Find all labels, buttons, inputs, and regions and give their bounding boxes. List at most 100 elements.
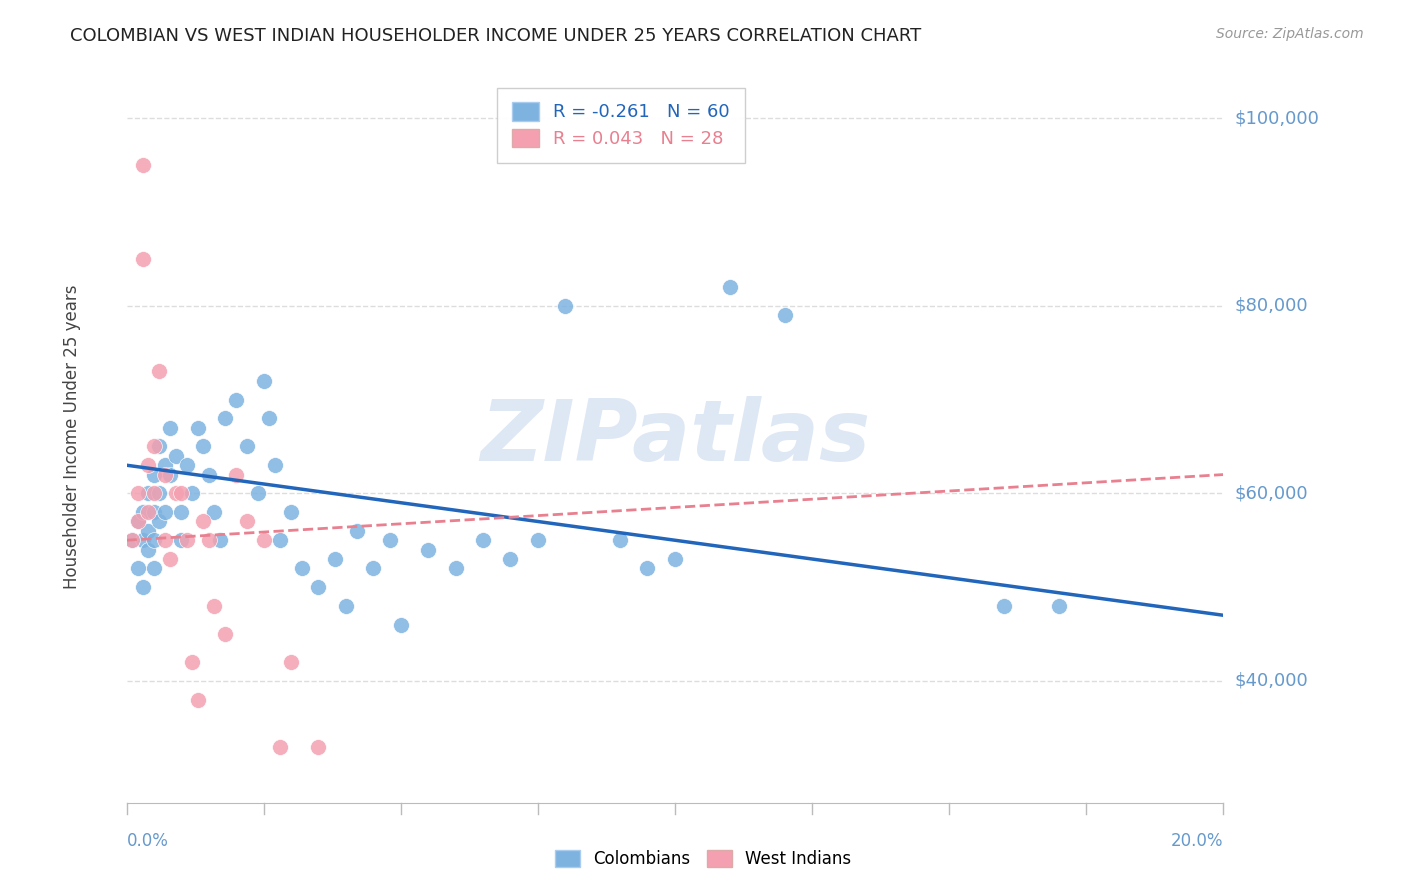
Point — [247, 486, 270, 500]
Text: 0.0%: 0.0% — [127, 832, 169, 850]
Point — [121, 533, 143, 548]
Point — [554, 299, 576, 313]
Text: 20.0%: 20.0% — [1171, 832, 1223, 850]
Point — [127, 515, 149, 529]
Point — [148, 440, 170, 454]
Point — [253, 533, 276, 548]
Point — [176, 533, 198, 548]
Point — [165, 449, 187, 463]
Point — [197, 533, 219, 548]
Point — [176, 458, 198, 473]
Point — [187, 692, 209, 706]
Point — [132, 533, 155, 548]
Point — [636, 561, 658, 575]
Point — [121, 533, 143, 548]
Point — [143, 561, 166, 575]
Point — [153, 467, 176, 482]
Text: COLOMBIAN VS WEST INDIAN HOUSEHOLDER INCOME UNDER 25 YEARS CORRELATION CHART: COLOMBIAN VS WEST INDIAN HOUSEHOLDER INC… — [70, 27, 921, 45]
Point — [153, 505, 176, 519]
Point — [346, 524, 368, 538]
Point — [263, 458, 285, 473]
Text: ZIPatlas: ZIPatlas — [479, 395, 870, 479]
Point — [378, 533, 401, 548]
Point — [138, 524, 160, 538]
Point — [363, 561, 385, 575]
Point — [280, 505, 302, 519]
Point — [389, 617, 412, 632]
Point — [527, 533, 550, 548]
Text: $100,000: $100,000 — [1234, 109, 1319, 128]
Point — [418, 542, 440, 557]
Point — [773, 308, 796, 322]
Point — [472, 533, 495, 548]
Point — [499, 552, 522, 566]
Point — [159, 552, 181, 566]
Point — [225, 392, 247, 407]
Point — [170, 533, 193, 548]
Point — [143, 486, 166, 500]
Text: $40,000: $40,000 — [1234, 672, 1308, 690]
Point — [993, 599, 1015, 613]
Text: Householder Income Under 25 years: Householder Income Under 25 years — [63, 285, 80, 590]
Point — [257, 411, 280, 425]
Point — [138, 505, 160, 519]
Point — [291, 561, 314, 575]
Point — [138, 542, 160, 557]
Point — [225, 467, 247, 482]
Point — [153, 458, 176, 473]
Point — [153, 533, 176, 548]
Legend: R = -0.261   N = 60, R = 0.043   N = 28: R = -0.261 N = 60, R = 0.043 N = 28 — [498, 87, 745, 162]
Point — [193, 515, 215, 529]
Point — [127, 486, 149, 500]
Point — [308, 739, 330, 754]
Point — [132, 580, 155, 594]
Point — [280, 655, 302, 669]
Point — [214, 411, 236, 425]
Point — [143, 440, 166, 454]
Point — [132, 158, 155, 172]
Legend: Colombians, West Indians: Colombians, West Indians — [548, 843, 858, 875]
Point — [269, 533, 291, 548]
Point — [335, 599, 357, 613]
Point — [143, 533, 166, 548]
Point — [193, 440, 215, 454]
Point — [308, 580, 330, 594]
Point — [170, 505, 193, 519]
Point — [323, 552, 346, 566]
Point — [214, 627, 236, 641]
Point — [165, 486, 187, 500]
Point — [181, 655, 204, 669]
Point — [187, 420, 209, 434]
Point — [148, 486, 170, 500]
Point — [127, 515, 149, 529]
Point — [127, 561, 149, 575]
Point — [269, 739, 291, 754]
Point — [132, 505, 155, 519]
Point — [159, 467, 181, 482]
Text: $60,000: $60,000 — [1234, 484, 1308, 502]
Point — [1047, 599, 1070, 613]
Point — [236, 440, 259, 454]
Point — [718, 280, 741, 294]
Point — [143, 467, 166, 482]
Point — [609, 533, 631, 548]
Point — [253, 374, 276, 388]
Text: Source: ZipAtlas.com: Source: ZipAtlas.com — [1216, 27, 1364, 41]
Point — [664, 552, 686, 566]
Point — [170, 486, 193, 500]
Point — [148, 364, 170, 378]
Point — [138, 486, 160, 500]
Text: $80,000: $80,000 — [1234, 297, 1308, 315]
Point — [148, 515, 170, 529]
Point — [202, 505, 225, 519]
Point — [197, 467, 219, 482]
Point — [202, 599, 225, 613]
Point — [236, 515, 259, 529]
Point — [143, 505, 166, 519]
Point — [138, 458, 160, 473]
Point — [159, 420, 181, 434]
Point — [208, 533, 231, 548]
Point — [444, 561, 467, 575]
Point — [132, 252, 155, 266]
Point — [181, 486, 204, 500]
